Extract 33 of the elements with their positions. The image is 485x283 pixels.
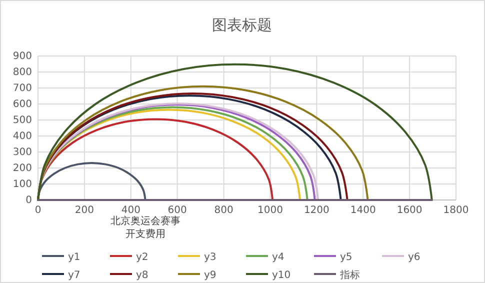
legend-label: y10 — [272, 270, 291, 281]
x-tick-label: 1200 — [304, 205, 330, 216]
y-tick-label: 800 — [12, 67, 32, 78]
legend-label: y3 — [204, 252, 216, 263]
x-tick-label: 800 — [214, 205, 234, 216]
y-tick-label: 700 — [12, 83, 32, 94]
x-tick-label: 400 — [121, 205, 140, 216]
y-tick-label: 400 — [12, 131, 32, 142]
legend-label: y8 — [136, 270, 148, 281]
y-tick-label: 600 — [12, 99, 32, 110]
y-tick-label: 100 — [12, 179, 32, 190]
y-tick-label: 200 — [12, 163, 32, 174]
annotation: 北京奥运会赛事开支费用 — [110, 215, 180, 240]
legend-label: y7 — [68, 270, 80, 281]
y-tick-label: 900 — [12, 51, 32, 62]
x-tick-label: 1800 — [443, 205, 469, 216]
y-tick-label: 0 — [26, 195, 32, 206]
y-tick-label: 300 — [12, 147, 32, 158]
x-tick-label: 0 — [34, 205, 42, 216]
x-tick-label: 200 — [74, 205, 94, 216]
legend-label: y6 — [408, 252, 420, 263]
x-tick-label: 600 — [168, 205, 187, 216]
x-tick-label: 1600 — [396, 205, 422, 216]
legend-label: y2 — [136, 252, 148, 263]
legend-label: y5 — [340, 252, 352, 263]
legend-label: y9 — [204, 270, 216, 281]
legend-label: y1 — [68, 252, 80, 263]
legend-label: y4 — [272, 252, 284, 263]
chart-title: 图表标题 — [212, 16, 272, 34]
legend-label: 指标 — [339, 269, 360, 281]
x-tick-label: 1400 — [350, 205, 376, 216]
x-tick-label: 1000 — [257, 205, 283, 216]
y-tick-label: 500 — [12, 115, 32, 126]
